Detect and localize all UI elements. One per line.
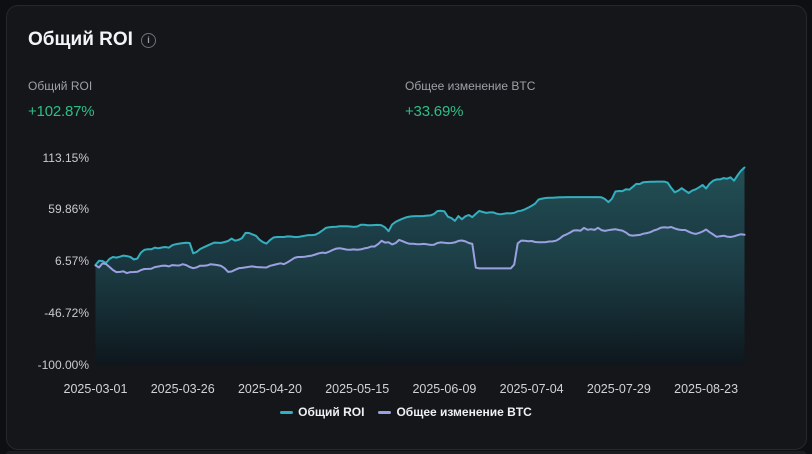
y-axis-label: 113.15% — [42, 150, 89, 165]
x-axis-label: 2025-08-23 — [674, 382, 739, 396]
next-card-top-edge — [6, 451, 806, 454]
card-title: Общий ROI — [28, 29, 133, 50]
y-axis-label: -100.00% — [37, 357, 89, 372]
x-axis-label: 2025-05-15 — [325, 382, 390, 396]
btc-area-fill — [95, 227, 745, 365]
x-axis-label: 2025-03-26 — [150, 382, 215, 396]
stat-btc-change-value: +33.69% — [405, 103, 464, 120]
stat-btc-change-label: Общее изменение BTC — [405, 79, 536, 93]
btc-legend-label: Общее изменение BTC — [396, 405, 532, 419]
legend-item-btc[interactable]: Общее изменение BTC — [378, 405, 532, 420]
x-axis-label: 2025-03-01 — [63, 382, 128, 396]
chart-legend: Общий ROI Общее изменение BTC — [0, 404, 812, 421]
btc-line — [94, 226, 746, 275]
legend-item-roi[interactable]: Общий ROI — [280, 405, 364, 420]
btc-legend-dash-icon — [378, 411, 392, 414]
roi-area-fill — [95, 167, 745, 365]
stat-btc-change: Общее изменение BTC +33.69% — [405, 79, 535, 122]
y-axis-label: -46.72% — [44, 305, 89, 320]
y-axis-label: 59.86% — [48, 202, 89, 217]
x-axis-label: 2025-07-29 — [586, 382, 651, 396]
stat-total-roi: Общий ROI +102.87% — [28, 79, 95, 122]
x-axis-label: 2025-07-04 — [499, 382, 564, 396]
info-icon[interactable]: i — [141, 33, 156, 48]
roi-legend-dash-icon — [280, 411, 294, 414]
roi-legend-label: Общий ROI — [298, 405, 365, 419]
stat-total-roi-value: +102.87% — [28, 103, 95, 120]
stat-total-roi-label: Общий ROI — [28, 79, 93, 93]
roi-line — [94, 166, 746, 266]
x-axis-label: 2025-06-09 — [412, 382, 477, 396]
x-axis-label: 2025-04-20 — [237, 382, 302, 396]
y-axis-label: 6.57% — [54, 254, 89, 268]
